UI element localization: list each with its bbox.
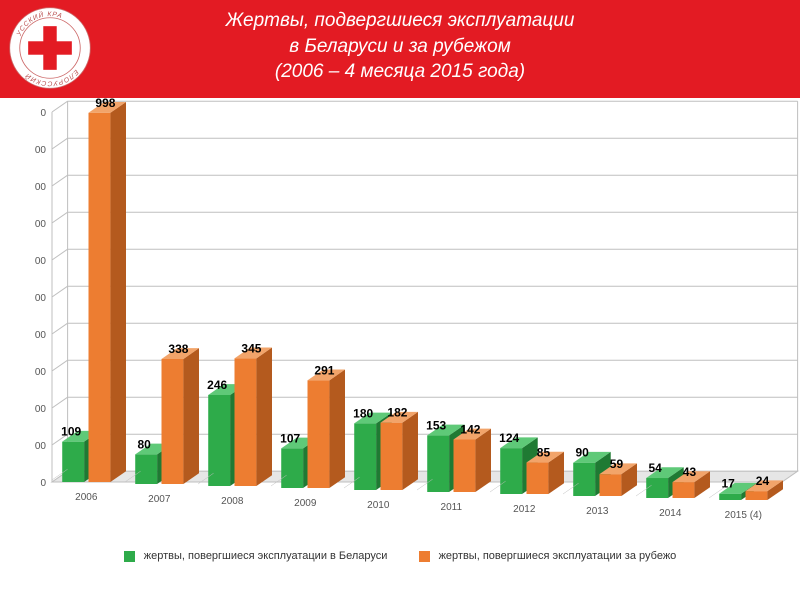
bar-chart-3d: 0000000000000000000010999820068033820072…	[0, 98, 800, 568]
legend-swatch-belarus	[124, 551, 135, 562]
red-cross-logo: УССКИЙ КРА ЕЛОРУССКИЙ	[8, 6, 92, 90]
svg-text:90: 90	[575, 446, 589, 460]
chart-container: 0000000000000000000010999820068033820072…	[0, 98, 800, 568]
svg-text:00: 00	[35, 182, 47, 193]
svg-text:338: 338	[168, 342, 188, 356]
svg-text:2010: 2010	[367, 500, 390, 511]
legend-label-abroad: жертвы, повергшиеся эксплуатации за рубе…	[439, 550, 677, 562]
title-line-3: (2006 – 4 месяца 2015 года)	[0, 59, 800, 85]
svg-text:43: 43	[683, 465, 697, 479]
svg-text:00: 00	[35, 293, 47, 304]
svg-text:00: 00	[35, 441, 47, 452]
title-line-2: в Беларуси и за рубежом	[0, 34, 800, 60]
legend-item-abroad: жертвы, повергшиеся эксплуатации за рубе…	[419, 550, 677, 562]
svg-text:80: 80	[137, 437, 151, 451]
svg-text:17: 17	[721, 477, 735, 491]
svg-text:345: 345	[241, 341, 261, 355]
svg-text:24: 24	[756, 474, 770, 488]
svg-text:00: 00	[35, 219, 47, 230]
svg-text:153: 153	[426, 418, 446, 432]
page-title: Жертвы, подвергшиеся эксплуатации в Бела…	[0, 0, 800, 85]
svg-text:0: 0	[40, 478, 46, 489]
svg-text:2012: 2012	[513, 504, 536, 515]
svg-text:180: 180	[353, 406, 373, 420]
title-line-1: Жертвы, подвергшиеся эксплуатации	[0, 8, 800, 34]
svg-text:124: 124	[499, 431, 519, 445]
legend-item-belarus: жертвы, повергшиеся эксплуатации в Белар…	[124, 550, 388, 562]
svg-text:2015 (4): 2015 (4)	[725, 510, 762, 521]
svg-text:2006: 2006	[75, 492, 98, 503]
svg-text:59: 59	[610, 457, 624, 471]
svg-text:182: 182	[387, 406, 407, 420]
svg-text:2008: 2008	[221, 496, 244, 507]
svg-text:109: 109	[61, 425, 81, 439]
svg-text:2014: 2014	[659, 508, 682, 519]
svg-text:00: 00	[35, 404, 47, 415]
svg-text:00: 00	[35, 330, 47, 341]
svg-text:00: 00	[35, 256, 47, 267]
svg-text:00: 00	[35, 145, 47, 156]
svg-text:2007: 2007	[148, 494, 171, 505]
svg-text:291: 291	[314, 363, 334, 377]
header-bar: УССКИЙ КРА ЕЛОРУССКИЙ Жертвы, подвергшие…	[0, 0, 800, 98]
svg-text:2013: 2013	[586, 506, 609, 517]
svg-text:142: 142	[460, 422, 480, 436]
legend-swatch-abroad	[419, 551, 430, 562]
svg-text:998: 998	[95, 98, 115, 110]
chart-legend: жертвы, повергшиеся эксплуатации в Белар…	[0, 550, 800, 562]
svg-text:2009: 2009	[294, 498, 317, 509]
svg-text:0: 0	[40, 108, 46, 119]
svg-text:246: 246	[207, 378, 227, 392]
svg-text:2011: 2011	[441, 502, 463, 513]
svg-text:107: 107	[280, 431, 300, 445]
svg-text:54: 54	[648, 461, 662, 475]
svg-text:00: 00	[35, 367, 47, 378]
legend-label-belarus: жертвы, повергшиеся эксплуатации в Белар…	[144, 550, 388, 562]
svg-text:85: 85	[537, 446, 551, 460]
